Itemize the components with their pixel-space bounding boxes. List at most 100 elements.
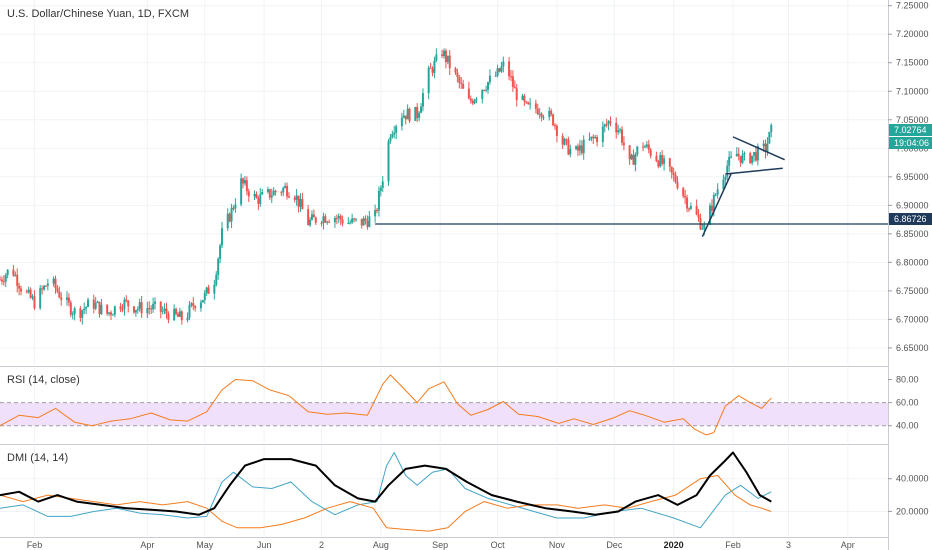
- current-price-tag: 7.02764: [889, 124, 932, 136]
- candle-body-58: [152, 303, 155, 310]
- candle-body-112: [297, 195, 300, 207]
- candle-body-8: [18, 285, 21, 289]
- candle-body-204: [542, 117, 545, 119]
- level-label: 6.86726: [894, 214, 927, 224]
- candle-body-4: [6, 269, 9, 276]
- candle-body-249: [663, 158, 666, 164]
- candle-body-208: [554, 125, 556, 127]
- candle-body-231: [617, 130, 620, 133]
- candle-body-120: [320, 222, 323, 224]
- candle-body-14: [33, 296, 36, 309]
- candle-body-227: [605, 124, 608, 126]
- candle-body-183: [487, 82, 490, 90]
- candle-body-11: [27, 289, 30, 293]
- candle-body-141: [376, 210, 379, 212]
- candle-body-151: [402, 115, 405, 118]
- candle-body-43: [111, 314, 114, 316]
- candle-body-272: [726, 165, 729, 177]
- price-axis-tick-label-8: 6.85000: [896, 229, 929, 239]
- x-tick-label-12: 3: [786, 540, 791, 550]
- candle-body-129: [341, 219, 344, 224]
- candle-body-225: [601, 126, 604, 143]
- candle-body-168: [446, 55, 449, 63]
- candle-body-136: [362, 218, 365, 226]
- candle-body-124: [328, 221, 331, 223]
- candle-body-130: [347, 222, 350, 224]
- candle-body-90: [240, 178, 243, 205]
- candle-body-142: [377, 190, 380, 211]
- candle-body-219: [582, 139, 585, 154]
- candle-body-78: [205, 287, 208, 294]
- candle-body-240: [642, 146, 645, 148]
- price-axis-tick-label-9: 6.80000: [896, 257, 929, 267]
- countdown-tag: 19:04:06: [889, 137, 932, 149]
- candle-body-268: [714, 194, 717, 196]
- x-tick-label-4: 2: [319, 540, 324, 550]
- candle-body-17: [43, 285, 46, 290]
- candle-body-65: [173, 308, 176, 321]
- candle-body-88: [232, 207, 235, 209]
- candle-body-169: [448, 55, 451, 69]
- chart-title: U.S. Dollar/Chinese Yuan, 1D, FXCM: [7, 8, 189, 20]
- candle-body-61: [161, 310, 164, 312]
- candle-body-155: [414, 106, 417, 121]
- candle-body-236: [630, 154, 633, 160]
- candle-body-239: [636, 146, 639, 155]
- candle-body-97: [257, 198, 260, 204]
- candle-body-79: [207, 287, 210, 294]
- candle-body-159: [421, 93, 424, 107]
- candle-body-148: [393, 132, 396, 135]
- candle-body-68: [178, 311, 181, 317]
- x-axis: Feb Apr May Jun 2 Aug Sep Oct Nov Dec 2020 Feb 3 Apr: [27, 540, 855, 550]
- candle-body-53: [138, 302, 141, 309]
- rsi-axis-tick-label-0: 80.00: [896, 375, 919, 385]
- candle-body-256: [684, 196, 687, 198]
- candle-body-21: [54, 278, 57, 289]
- candle-body-103: [272, 190, 275, 196]
- candle-body-133: [353, 218, 356, 220]
- countdown-label: 19:04:06: [894, 138, 929, 148]
- candle-body-266: [710, 205, 713, 211]
- candle-body-63: [165, 308, 168, 314]
- candle-body-67: [176, 314, 179, 317]
- candle-body-113: [299, 199, 302, 207]
- candle-body-27: [69, 302, 72, 315]
- candle-body-26: [67, 297, 70, 303]
- candle-body-263: [701, 228, 704, 230]
- dmi-adx-line: [0, 451, 772, 516]
- candle-body-77: [203, 293, 206, 301]
- candle-body-80: [213, 284, 216, 294]
- candle-body-193: [513, 87, 516, 89]
- candle-body-119: [314, 217, 317, 223]
- x-tick-label-3: Jun: [257, 540, 272, 550]
- candle-body-143: [379, 188, 382, 191]
- candle-body-140: [374, 210, 377, 217]
- candle-body-18: [44, 285, 47, 287]
- candle-body-111: [295, 195, 298, 200]
- candle-body-255: [682, 188, 685, 197]
- candle-body-186: [496, 68, 499, 76]
- candle-body-73: [192, 303, 195, 307]
- candle-body-234: [622, 142, 625, 146]
- price-axis-tick-label-7: 6.90000: [896, 200, 929, 210]
- price-axis-tick-label-10: 6.75000: [896, 286, 929, 296]
- candle-body-178: [473, 99, 476, 104]
- candle-body-98: [259, 194, 262, 204]
- candle-body-123: [326, 221, 329, 223]
- level-tag: 6.86726: [889, 213, 932, 225]
- candle-body-33: [85, 306, 88, 309]
- candle-body-154: [408, 108, 411, 121]
- candle-body-48: [125, 299, 128, 301]
- candle-body-220: [588, 138, 591, 140]
- candle-body-246: [657, 161, 660, 167]
- candle-body-229: [609, 121, 612, 123]
- candle-body-166: [443, 50, 445, 56]
- candle-body-165: [441, 54, 444, 56]
- candle-body-163: [433, 60, 436, 73]
- candle-body-34: [87, 299, 90, 307]
- candle-body-64: [167, 313, 170, 321]
- indicator-lines: [0, 374, 772, 532]
- candle-body-247: [659, 155, 662, 167]
- candle-body-131: [349, 222, 352, 224]
